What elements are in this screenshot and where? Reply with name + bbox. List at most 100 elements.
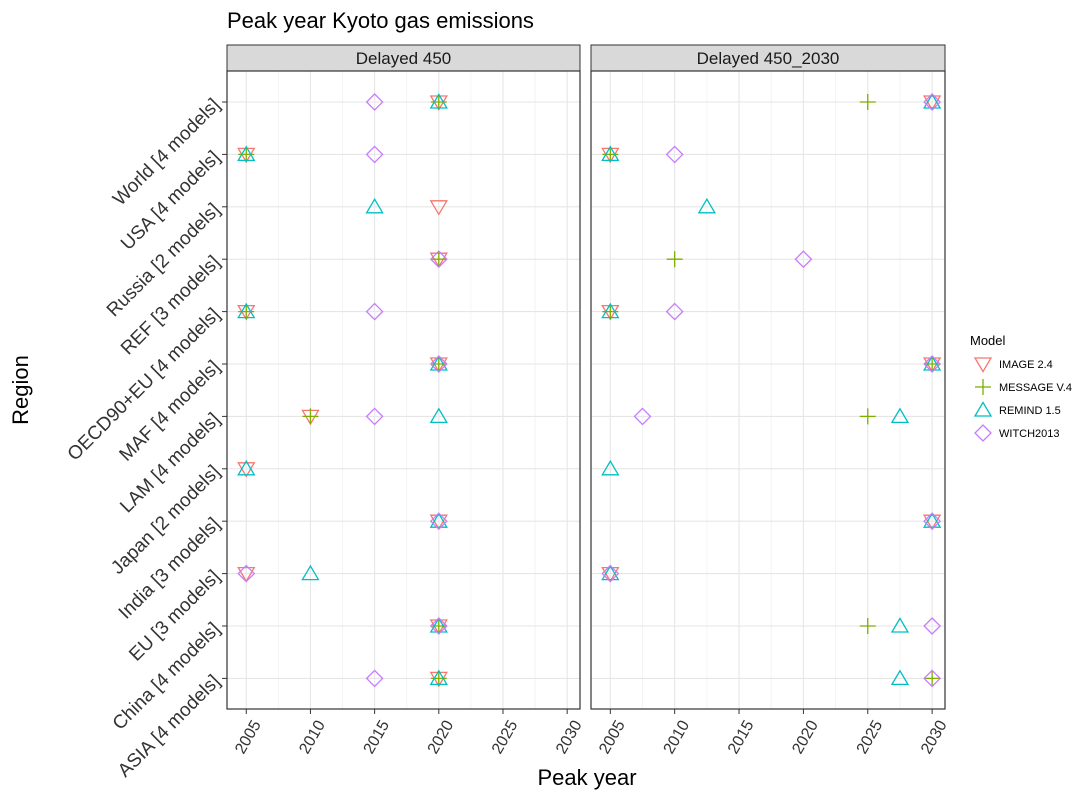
facet-strip-label: Delayed 450: [356, 49, 451, 68]
point-message-v-4-oecd90-eu-4-models: [238, 303, 255, 320]
point-message-v-4-china-4-models: [430, 618, 447, 634]
point-witch2013-maf-4-models: [923, 355, 942, 373]
x-tick-label: 2005: [596, 718, 629, 757]
x-axis-label: Peak year: [537, 765, 636, 790]
point-witch2013-ref-3-models: [429, 250, 448, 269]
facet-strip-label: Delayed 450_2030: [697, 49, 840, 68]
point-remind-1-5-usa-4-models: [601, 145, 620, 162]
facet-strip: [226, 44, 581, 72]
point-image-2-4-eu-3-models: [601, 566, 620, 583]
facet-strip: [590, 44, 946, 72]
panels-layer: Delayed 450 Delayed 450_2030: [226, 44, 946, 710]
x-tick-label: 2030: [553, 718, 586, 757]
point-remind-1-5-oecd90-eu-4-models: [601, 302, 620, 319]
x-tick-label: 2010: [296, 718, 329, 757]
point-remind-1-5-world-4-models: [429, 93, 448, 109]
point-message-v-4-lam-4-models: [859, 408, 876, 425]
y-tick-label: EU [3 models]: [125, 566, 224, 665]
point-image-2-4-world-4-models: [922, 95, 942, 111]
point-message-v-4-ref-3-models: [430, 251, 447, 268]
point-remind-1-5-asia-4-models: [890, 669, 910, 686]
x-tick-label: 2015: [361, 718, 394, 757]
point-remind-1-5-japan-2-models: [601, 459, 620, 476]
point-message-v-4-world-4-models: [430, 94, 447, 110]
x-tick-label: 2015: [725, 718, 758, 757]
point-witch2013-oecd90-eu-4-models: [665, 302, 684, 321]
point-witch2013-maf-4-models: [429, 355, 448, 373]
legend-label: REMIND 1.5: [999, 405, 1061, 417]
point-remind-1-5-india-3-models: [429, 512, 448, 528]
point-witch2013-usa-4-models: [665, 145, 684, 164]
point-message-v-4-oecd90-eu-4-models: [602, 303, 619, 320]
legend-item-message-v-4: MESSAGE V.4: [975, 379, 1072, 395]
point-image-2-4-eu-3-models: [237, 566, 256, 583]
x-axis: 2005 2010 2015 2020 2025 2030 2005 2010 2015 2020…: [232, 709, 951, 757]
legend-item-witch2013: WITCH2013: [974, 424, 1060, 442]
point-witch2013-eu-3-models: [601, 564, 620, 583]
chart-title: Peak year Kyoto gas emissions: [227, 8, 534, 33]
legend-item-remind-1-5: REMIND 1.5: [973, 401, 1061, 417]
point-image-2-4-india-3-models: [429, 514, 448, 531]
point-remind-1-5-lam-4-models: [890, 407, 910, 424]
point-message-v-4-usa-4-models: [238, 146, 255, 163]
point-remind-1-5-maf-4-models: [922, 355, 942, 371]
x-tick-label: 2025: [489, 718, 522, 757]
point-message-v-4-lam-4-models: [302, 408, 319, 425]
point-image-2-4-india-3-models: [922, 514, 942, 531]
panel-border: [590, 70, 946, 710]
point-witch2013-asia-4-models: [365, 669, 384, 688]
x-tick-label: 2025: [854, 718, 887, 757]
point-message-v-4-world-4-models: [859, 94, 876, 110]
point-witch2013-lam-4-models: [633, 407, 652, 426]
point-witch2013-usa-4-models: [365, 145, 384, 164]
x-tick-label: 2020: [789, 718, 822, 757]
point-message-v-4-asia-4-models: [430, 670, 447, 687]
panel-border: [226, 70, 581, 710]
point-remind-1-5-japan-2-models: [237, 459, 256, 476]
diamond-icon: [974, 424, 992, 442]
point-remind-1-5-eu-3-models: [301, 564, 320, 581]
point-message-v-4-china-4-models: [859, 618, 876, 634]
legend-item-image-2-4: IMAGE 2.4: [973, 357, 1053, 373]
panel-delayed-450: Delayed 450: [226, 44, 581, 710]
y-axis-label: Region: [8, 355, 33, 425]
point-remind-1-5-lam-4-models: [429, 407, 448, 424]
triangle-down-icon: [973, 357, 993, 373]
point-remind-1-5-china-4-models: [890, 617, 910, 633]
point-remind-1-5-oecd90-eu-4-models: [237, 302, 256, 319]
point-message-v-4-ref-3-models: [666, 251, 683, 268]
point-witch2013-china-4-models: [429, 617, 448, 635]
point-witch2013-india-3-models: [429, 512, 448, 531]
triangle-up-icon: [973, 401, 993, 417]
point-witch2013-ref-3-models: [794, 250, 813, 269]
point-remind-1-5-india-3-models: [922, 512, 942, 528]
point-message-v-4-asia-4-models: [924, 670, 941, 687]
point-witch2013-china-4-models: [923, 617, 942, 635]
point-remind-1-5-china-4-models: [429, 617, 448, 633]
point-message-v-4-usa-4-models: [602, 146, 619, 163]
point-witch2013-world-4-models: [365, 93, 384, 111]
legend-label: MESSAGE V.4: [999, 382, 1072, 394]
point-image-2-4-japan-2-models: [237, 462, 256, 478]
point-remind-1-5-russia-2-models: [697, 197, 716, 214]
point-witch2013-eu-3-models: [237, 564, 256, 583]
point-witch2013-india-3-models: [923, 512, 942, 531]
point-remind-1-5-world-4-models: [922, 93, 942, 109]
legend-label: IMAGE 2.4: [999, 359, 1053, 371]
legend-title: Model: [970, 333, 1006, 348]
x-tick-label: 2030: [918, 718, 951, 757]
point-message-v-4-maf-4-models: [924, 356, 941, 372]
y-axis: World [4 models]USA [4 models]Russia [2 …: [64, 95, 227, 782]
point-witch2013-lam-4-models: [365, 407, 384, 426]
x-tick-label: 2005: [232, 718, 265, 757]
point-remind-1-5-eu-3-models: [601, 564, 620, 581]
point-witch2013-world-4-models: [923, 93, 942, 111]
legend-label: WITCH2013: [999, 428, 1060, 440]
point-remind-1-5-russia-2-models: [365, 197, 384, 214]
point-image-2-4-russia-2-models: [429, 200, 448, 216]
point-witch2013-oecd90-eu-4-models: [365, 302, 384, 321]
panel-delayed-450-2030: Delayed 450_2030: [590, 44, 946, 710]
point-remind-1-5-asia-4-models: [429, 669, 448, 686]
